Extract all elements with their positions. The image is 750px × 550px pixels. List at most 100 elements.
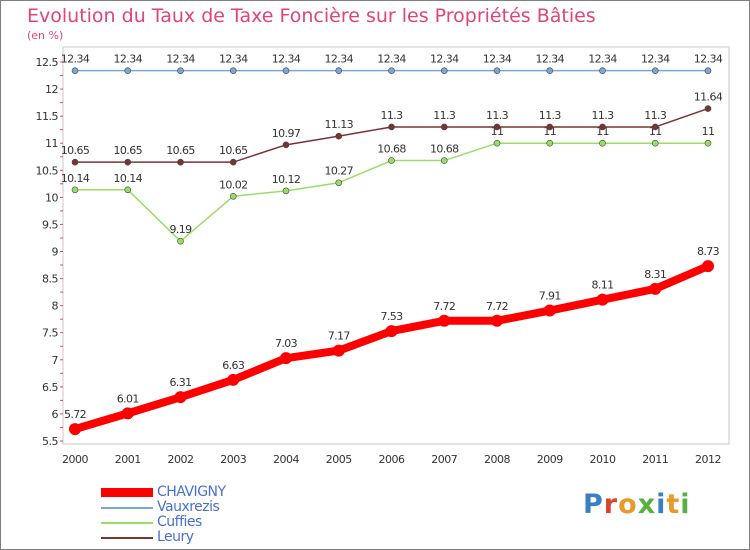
y-tick-label: 10 (45, 191, 58, 204)
data-label-cuffies: 10.14 (114, 172, 143, 185)
x-tick-label: 2001 (115, 453, 141, 466)
data-label-vauxrezis: 12.34 (694, 53, 723, 66)
proxiti-logo: Proxiti (583, 489, 691, 520)
data-label-leury: 10.65 (219, 144, 248, 157)
data-label-vauxrezis: 12.34 (536, 53, 565, 66)
data-label-chavigny: 8.73 (697, 245, 720, 258)
data-point-leury (177, 158, 184, 166)
y-tick-label: 6 (52, 408, 59, 421)
y-tick-label: 12.5 (36, 56, 59, 69)
data-point-leury (440, 123, 448, 131)
data-label-vauxrezis: 12.34 (219, 53, 248, 66)
data-label-cuffies: 10.68 (430, 143, 459, 156)
data-point-chavigny (438, 314, 451, 327)
data-label-cuffies: 10.27 (325, 165, 354, 178)
data-label-chavigny: 6.01 (117, 392, 139, 405)
data-label-cuffies: 11 (543, 125, 556, 138)
data-label-chavigny: 7.72 (433, 300, 455, 313)
data-point-vauxrezis (704, 67, 712, 74)
data-label-leury: 11.3 (539, 109, 562, 122)
data-label-chavigny: 7.17 (328, 330, 351, 343)
data-point-cuffies (493, 139, 501, 147)
data-point-chavigny (702, 260, 714, 273)
data-point-leury (704, 105, 712, 112)
data-point-chavigny (69, 423, 81, 436)
x-tick-label: 2010 (590, 453, 616, 466)
data-label-leury: 11.3 (644, 109, 667, 122)
data-point-cuffies (546, 139, 554, 147)
x-tick-label: 2008 (484, 453, 510, 466)
data-point-chavigny (332, 344, 345, 357)
legend-label-cuffies: Cuffies (157, 514, 202, 530)
data-label-cuffies: 11 (702, 125, 715, 138)
legend-swatch-vauxrezis (101, 506, 153, 509)
data-point-cuffies (335, 179, 343, 187)
data-point-vauxrezis (124, 67, 132, 74)
x-tick-label: 2009 (537, 453, 563, 466)
data-label-vauxrezis: 12.34 (166, 53, 195, 66)
unit-label: (en %) (27, 29, 64, 42)
data-point-vauxrezis (493, 67, 501, 74)
data-label-vauxrezis: 12.34 (61, 53, 90, 66)
x-tick-label: 2004 (273, 453, 299, 466)
data-label-cuffies: 11 (491, 125, 504, 138)
legend-label-leury: Leury (157, 529, 194, 545)
data-label-cuffies: 11 (596, 125, 609, 138)
data-point-cuffies (599, 139, 606, 147)
data-label-vauxrezis: 12.34 (430, 53, 459, 66)
data-label-leury: 11.3 (486, 109, 509, 122)
data-point-chavigny (596, 293, 609, 306)
data-point-chavigny (385, 325, 398, 338)
data-point-vauxrezis (651, 67, 659, 74)
data-label-vauxrezis: 12.34 (272, 53, 301, 66)
data-label-cuffies: 11 (649, 125, 662, 138)
data-point-leury (71, 158, 79, 166)
data-point-vauxrezis (440, 67, 448, 74)
data-label-vauxrezis: 12.34 (588, 53, 617, 66)
y-tick-label: 11 (45, 137, 58, 150)
x-tick-label: 2002 (168, 453, 194, 466)
data-label-chavigny: 7.91 (539, 290, 561, 303)
data-label-leury: 10.65 (61, 144, 90, 157)
plot-area (62, 46, 730, 445)
data-label-chavigny: 6.63 (222, 359, 245, 372)
data-label-cuffies: 10.14 (61, 172, 90, 185)
data-point-cuffies (177, 237, 184, 245)
logo-letter: t (666, 489, 681, 520)
data-label-chavigny: 6.31 (169, 376, 191, 389)
data-label-leury: 10.97 (272, 127, 301, 140)
data-label-chavigny: 8.11 (591, 279, 613, 292)
y-tick-label: 11.5 (36, 110, 59, 123)
data-point-cuffies (651, 139, 659, 147)
y-tick-label: 8 (52, 300, 59, 313)
data-point-chavigny (121, 407, 134, 420)
y-tick-label: 9.5 (42, 218, 58, 231)
logo-letter: r (603, 489, 619, 520)
data-label-cuffies: 10.12 (272, 173, 301, 186)
data-point-cuffies (440, 157, 448, 164)
data-point-cuffies (229, 192, 237, 200)
legend-swatch-chavigny (101, 488, 153, 497)
y-tick-label: 10.5 (36, 164, 59, 177)
y-tick-label: 9 (52, 246, 59, 259)
data-label-vauxrezis: 12.34 (377, 53, 406, 66)
data-point-chavigny (649, 282, 662, 295)
data-point-chavigny (491, 314, 503, 327)
data-label-chavigny: 8.31 (644, 268, 666, 281)
x-tick-label: 2011 (642, 453, 668, 466)
data-label-leury: 11.3 (591, 109, 614, 122)
data-point-vauxrezis (229, 67, 237, 74)
y-tick-label: 12 (45, 83, 58, 96)
data-label-leury: 11.13 (325, 118, 354, 131)
data-point-vauxrezis (599, 67, 606, 74)
legend-label-vauxrezis: Vauxrezis (157, 499, 220, 515)
data-label-leury: 10.65 (114, 144, 143, 157)
x-tick-label: 2007 (431, 453, 457, 466)
legend: CHAVIGNY Vauxrezis Cuffies Leury (101, 485, 226, 545)
x-tick-label: 2006 (379, 453, 405, 466)
data-point-chavigny (543, 304, 556, 317)
legend-swatch-cuffies (101, 521, 153, 524)
x-tick-label: 2005 (326, 453, 352, 466)
